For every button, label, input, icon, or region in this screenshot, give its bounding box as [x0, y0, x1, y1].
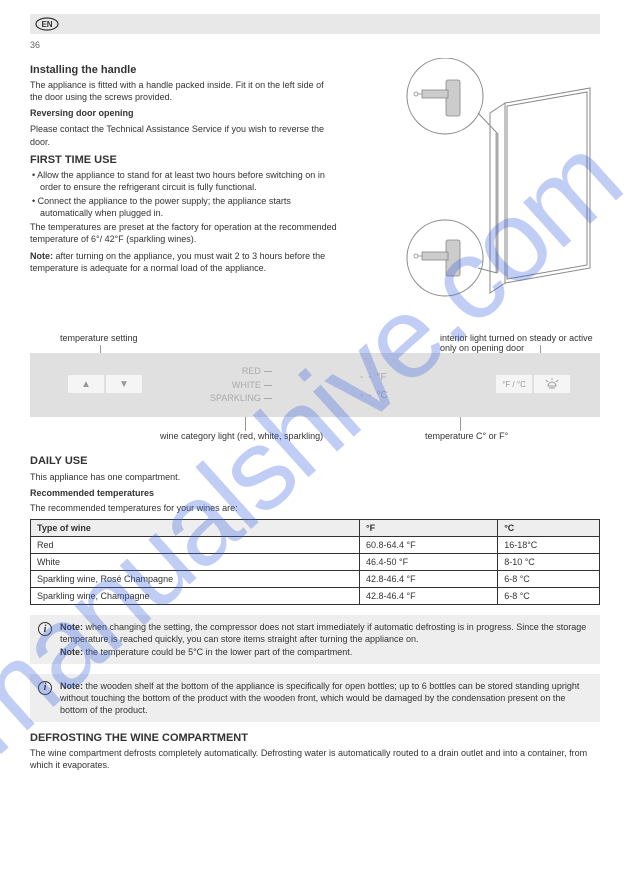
temp-display: °F °C	[360, 369, 388, 405]
temp-up-button[interactable]: ▲	[68, 375, 104, 393]
unit-toggle-button[interactable]: °F / °C	[496, 375, 532, 393]
control-panel-section: temperature setting interior light turne…	[30, 335, 600, 447]
preset-text: The temperatures are preset at the facto…	[30, 221, 338, 245]
note2: the wooden shelf at the bottom of the ap…	[60, 681, 579, 715]
temp-down-button[interactable]: ▼	[106, 375, 142, 393]
control-panel: ▲ ▼ RED WHITE SPARKLING °F °C °F / °C	[30, 353, 600, 417]
label-light: interior light turned on steady or activ…	[440, 333, 600, 353]
left-column: Installing the handle The appliance is f…	[30, 58, 338, 321]
table-row: Red60.8-64.4 °F16-18°C	[31, 537, 600, 554]
plug-bullet: • Connect the appliance to the power sup…	[30, 195, 338, 219]
temperature-table: Type of wine °F °C Red60.8-64.4 °F16-18°…	[30, 519, 600, 605]
language-badge-icon: EN	[34, 17, 60, 31]
th-type: Type of wine	[31, 520, 360, 537]
note1-a: when changing the setting, the compresso…	[60, 622, 586, 644]
install-handle-title: Installing the handle	[30, 64, 338, 76]
th-f: °F	[359, 520, 497, 537]
reverse-door-label: Reversing door opening	[30, 108, 134, 118]
language-code: EN	[41, 20, 52, 29]
light-button[interactable]	[534, 375, 570, 393]
note-line: Note: after turning on the appliance, yo…	[30, 250, 338, 274]
label-white: WHITE	[210, 379, 272, 393]
note1-b: the temperature could be 5°C in the lowe…	[86, 647, 353, 657]
table-row: Sparkling wine, Rosé Champagne42.8-46.4 …	[31, 571, 600, 588]
temps-intro: The recommended temperatures for your wi…	[30, 503, 600, 513]
curing-text: Allow the appliance to stand for at leas…	[37, 170, 325, 192]
label-temp-setting: temperature setting	[60, 333, 138, 343]
disp-c: °C	[360, 387, 388, 405]
daily-intro: This appliance has one compartment.	[30, 471, 600, 483]
handle-diagram	[350, 58, 600, 318]
defrost-title: DEFROSTING THE WINE COMPARTMENT	[30, 732, 600, 744]
light-icon	[545, 378, 559, 390]
table-row: Sparkling wine, Champagne42.8-46.4 °F6-8…	[31, 588, 600, 605]
install-handle-text: The appliance is fitted with a handle pa…	[30, 79, 338, 103]
defrost-text: The wine compartment defrosts completely…	[30, 747, 600, 771]
wine-category-labels: RED WHITE SPARKLING	[210, 365, 272, 406]
table-row: White46.4-50 °F8-10 °C	[31, 554, 600, 571]
page-content: EN 36 Installing the handle The applianc…	[0, 0, 630, 795]
first-use-bullet: • Allow the appliance to stand for at le…	[30, 169, 338, 193]
disp-f: °F	[360, 369, 388, 387]
note-text: after turning on the appliance, you must…	[30, 251, 325, 273]
right-column	[350, 58, 600, 321]
plug-text: Connect the appliance to the power suppl…	[38, 196, 291, 218]
header-bar: EN	[30, 14, 600, 34]
info-icon: i	[38, 622, 52, 636]
note-box-1: i Note: when changing the setting, the c…	[30, 615, 600, 663]
note-box-2: i Note: the wooden shelf at the bottom o…	[30, 674, 600, 722]
label-temp-unit: temperature C° or F°	[425, 431, 508, 441]
label-sparkling: SPARKLING	[210, 392, 272, 406]
label-wine-category: wine category light (red, white, sparkli…	[160, 431, 323, 441]
th-c: °C	[498, 520, 600, 537]
label-red: RED	[210, 365, 272, 379]
first-use-title: FIRST TIME USE	[30, 154, 338, 166]
daily-use-title: DAILY USE	[30, 455, 600, 467]
defrost-section: DEFROSTING THE WINE COMPARTMENT The wine…	[30, 732, 600, 771]
daily-use-section: DAILY USE This appliance has one compart…	[30, 455, 600, 771]
reverse-door-text: Please contact the Technical Assistance …	[30, 123, 338, 147]
page-number: 36	[30, 40, 600, 50]
recommended-temps-title: Recommended temperatures	[30, 488, 154, 498]
info-icon: i	[38, 681, 52, 695]
